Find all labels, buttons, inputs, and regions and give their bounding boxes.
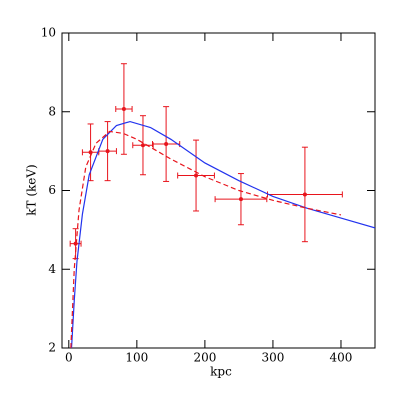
y-axis-label: kT (keV) bbox=[25, 164, 39, 216]
data-point bbox=[140, 143, 145, 148]
x-tick-label: 100 bbox=[125, 351, 148, 365]
data-point bbox=[121, 106, 126, 111]
model-curve bbox=[70, 120, 375, 348]
data-point bbox=[164, 142, 169, 147]
model-curve bbox=[70, 130, 342, 348]
y-tick-label: 6 bbox=[48, 183, 56, 197]
x-tick-label: 400 bbox=[330, 351, 353, 365]
x-tick-label: 300 bbox=[261, 351, 284, 365]
data-point bbox=[194, 173, 199, 178]
y-tick-label: 2 bbox=[48, 341, 56, 355]
x-axis-label: kpc bbox=[210, 365, 232, 379]
y-tick-label: 10 bbox=[41, 26, 56, 40]
data-point bbox=[238, 197, 243, 202]
data-point bbox=[302, 192, 307, 197]
plot-frame bbox=[61, 32, 376, 349]
y-tick-label: 4 bbox=[48, 262, 56, 276]
x-tick-label: 0 bbox=[65, 351, 73, 365]
data-point bbox=[105, 149, 110, 154]
y-tick-label: 8 bbox=[48, 104, 56, 118]
x-tick-label: 200 bbox=[193, 351, 216, 365]
